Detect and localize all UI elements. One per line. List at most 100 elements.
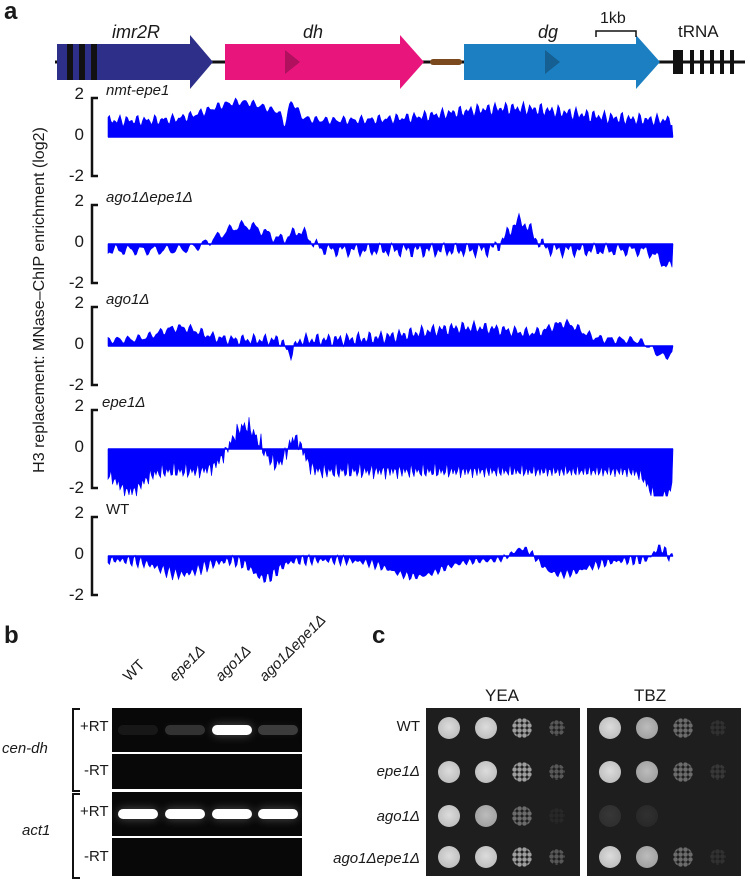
enrichment-area	[107, 417, 674, 497]
dg-arrow	[464, 35, 660, 89]
yeast-spot	[475, 805, 497, 827]
trna-block	[673, 50, 683, 74]
y-tick-label: -2	[68, 375, 84, 394]
linker-segment	[430, 59, 462, 65]
yeast-spot	[549, 849, 565, 865]
y-tick-label: 0	[74, 334, 84, 353]
row-label-cen-dh-minus: -RT	[84, 762, 109, 779]
yeast-spot	[549, 764, 565, 780]
trna-gene-5	[730, 50, 734, 74]
yeast-spot	[438, 761, 460, 783]
medium-label-yea: YEA	[485, 686, 520, 705]
track-bracket	[90, 96, 98, 178]
y-tick-label: 2	[74, 191, 84, 210]
trna-gene-2	[700, 50, 704, 74]
dh-inner-arrow	[285, 50, 300, 74]
yeast-spot	[512, 806, 532, 826]
yeast-spot	[710, 849, 726, 865]
enrichment-area	[107, 544, 674, 583]
yeast-spot	[673, 762, 693, 782]
dg-inner-arrow	[545, 50, 560, 74]
trna-label: tRNA	[678, 22, 719, 41]
yeast-spot	[475, 846, 497, 868]
yeast-spot	[549, 720, 565, 736]
yeast-spot	[475, 717, 497, 739]
yeast-spot	[636, 805, 658, 827]
imr2R-mark-1	[67, 44, 73, 80]
yeast-spot	[673, 847, 693, 867]
y-tick-label: 2	[74, 396, 84, 415]
gel-band	[212, 725, 252, 735]
enrichment-area	[107, 318, 674, 362]
scale-bar	[595, 30, 637, 37]
y-tick-label: 2	[74, 293, 84, 312]
y-tick-label: 0	[74, 232, 84, 251]
y-tick-label: 2	[74, 84, 84, 103]
yeast-spot	[475, 761, 497, 783]
gene-label-cen-dh: cen-dh	[2, 740, 48, 757]
yeast-spot	[438, 717, 460, 739]
scale-label: 1kb	[600, 10, 626, 27]
panel-b-letter: b	[4, 622, 19, 649]
track-bracket	[90, 515, 98, 597]
strain-label-0: WT	[396, 718, 420, 735]
track-name: nmt-epe1	[106, 82, 170, 99]
y-tick-label: -2	[68, 166, 84, 185]
yeast-spot	[636, 846, 658, 868]
y-tick-label: -2	[68, 478, 84, 497]
imr2R-mark-3	[91, 44, 97, 80]
gel-band	[118, 725, 158, 735]
gel-band	[165, 809, 205, 819]
yeast-spot	[636, 761, 658, 783]
strain-label-3: ago1Δepe1Δ	[333, 850, 420, 867]
yeast-spot	[438, 805, 460, 827]
gel-col-label-3: ago1Δepe1Δ	[255, 611, 330, 685]
trna-gene-3	[710, 50, 714, 74]
track-bracket	[90, 203, 98, 285]
track-plot	[90, 96, 674, 597]
imr2R-mark-2	[79, 44, 85, 80]
dh-label: dh	[303, 22, 324, 42]
y-tick-label: -2	[68, 585, 84, 604]
yeast-spot	[710, 720, 726, 736]
yeast-spot	[599, 717, 621, 739]
y-tick-label: 0	[74, 544, 84, 563]
yeast-spot	[438, 846, 460, 868]
panel-c-letter: c	[372, 622, 386, 649]
imr2R-label: imr2R	[112, 22, 160, 42]
track-bracket	[90, 408, 98, 490]
yeast-spot	[599, 846, 621, 868]
track-name: ago1Δepe1Δ	[106, 189, 193, 206]
yeast-spot	[636, 717, 658, 739]
act1-bracket	[72, 793, 80, 879]
yeast-spot	[599, 761, 621, 783]
gel-band	[258, 725, 298, 735]
track-name: ago1Δ	[106, 291, 150, 308]
trna-gene-4	[720, 50, 724, 74]
y-tick-label: -2	[68, 273, 84, 292]
yeast-spot	[512, 762, 532, 782]
strain-label-1: epe1Δ	[376, 763, 420, 780]
panel-a-letter: a	[4, 0, 18, 25]
yeast-spot	[599, 805, 621, 827]
medium-label-tbz: TBZ	[634, 686, 667, 705]
strain-label-2: ago1Δ	[376, 808, 420, 825]
y-tick-label: 0	[74, 437, 84, 456]
gel-col-label-1: epe1Δ	[165, 642, 209, 685]
y-tick-label: 0	[74, 125, 84, 144]
gel-band	[212, 809, 252, 819]
gel-band	[165, 725, 205, 735]
track-name: epe1Δ	[102, 394, 146, 411]
gel-act1-minus-rt	[112, 838, 302, 876]
gel-cen-dh-plus-rt	[112, 708, 302, 752]
dh-arrow	[225, 35, 424, 89]
yeast-spot	[512, 718, 532, 738]
row-label-cen-dh-plus: +RT	[80, 718, 109, 735]
trna-gene-1	[690, 50, 694, 74]
cen-dh-bracket	[72, 708, 80, 792]
gel-col-label-0: WT	[119, 656, 149, 685]
yeast-spot	[710, 764, 726, 780]
gel-band	[258, 809, 298, 819]
yeast-spot	[512, 847, 532, 867]
y-tick-label: 2	[74, 503, 84, 522]
